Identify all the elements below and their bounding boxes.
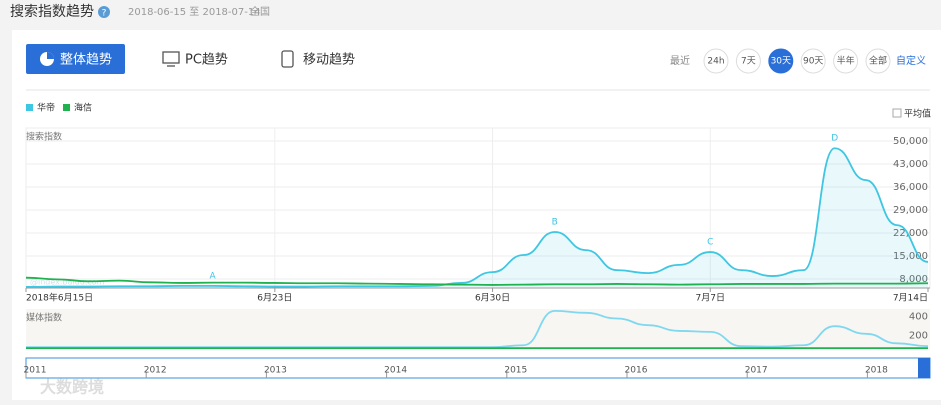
series-line bbox=[25, 276, 929, 286]
legend-label[interactable]: 华帝 bbox=[37, 102, 55, 114]
brand: 大数跨境 bbox=[40, 378, 104, 397]
help-mark: ? bbox=[102, 9, 107, 19]
custom-range[interactable]: 自定义 bbox=[896, 54, 926, 67]
range-button[interactable] bbox=[768, 48, 794, 74]
timeline-handle[interactable] bbox=[918, 358, 930, 378]
y-tick-label: 50,000 bbox=[893, 136, 928, 147]
tab[interactable]: 移动趋势 bbox=[303, 52, 355, 68]
help-icon[interactable] bbox=[98, 6, 110, 18]
pie-icon-slice bbox=[47, 52, 54, 59]
range-button[interactable] bbox=[833, 48, 859, 74]
y-tick-label: 15,000 bbox=[893, 251, 928, 262]
range-button-label[interactable]: 30天 bbox=[771, 57, 791, 67]
y-tick-label: 36,000 bbox=[893, 182, 928, 193]
y-axis-label: 搜索指数 bbox=[26, 131, 62, 143]
range-label: 最近 bbox=[670, 54, 690, 67]
x-tick-label: 7月7日 bbox=[696, 293, 725, 304]
tab[interactable]: 整体趋势 bbox=[60, 52, 112, 68]
pc-icon bbox=[162, 51, 180, 64]
annotation[interactable]: B bbox=[552, 218, 558, 228]
range-button[interactable] bbox=[703, 48, 729, 74]
range-button-label[interactable]: 24h bbox=[707, 57, 724, 67]
timeline-year: 2017 bbox=[745, 366, 768, 376]
range-button[interactable] bbox=[800, 48, 826, 74]
average-toggle[interactable]: 平均值 bbox=[904, 108, 931, 120]
series-line bbox=[25, 310, 929, 349]
y-axis-label: 媒体指数 bbox=[26, 312, 62, 324]
x-tick-label: 6月23日 bbox=[257, 293, 292, 304]
y-tick-label: 8,000 bbox=[899, 274, 928, 285]
range-button[interactable] bbox=[735, 48, 761, 74]
y-tick-label: 22,000 bbox=[893, 228, 928, 239]
annotation[interactable]: D bbox=[831, 134, 838, 144]
y-tick-label: 43,000 bbox=[893, 159, 928, 170]
timeline-year: 2016 bbox=[625, 366, 648, 376]
y-tick-label: 400 bbox=[909, 312, 928, 323]
watermark: @index.baidu.com bbox=[30, 278, 105, 287]
range-button[interactable] bbox=[865, 48, 891, 74]
timeline-year: 2012 bbox=[144, 366, 167, 376]
timeline-year: 2013 bbox=[264, 366, 287, 376]
x-tick-label: 2018年6月15日 bbox=[26, 292, 93, 304]
legend-label[interactable]: 海信 bbox=[74, 102, 92, 114]
timeline-year: 2014 bbox=[384, 366, 407, 376]
x-tick-label: 6月30日 bbox=[475, 293, 510, 304]
range-button-label[interactable]: 半年 bbox=[837, 55, 855, 67]
range-button-label[interactable]: 全部 bbox=[869, 55, 887, 67]
region: 全国 bbox=[250, 5, 270, 18]
legend-swatch[interactable] bbox=[63, 104, 70, 111]
y-tick-label: 200 bbox=[909, 331, 928, 342]
timeline-year: 2015 bbox=[504, 366, 527, 376]
x-tick-label: 7月14日 bbox=[893, 293, 928, 304]
checkbox[interactable] bbox=[892, 108, 902, 118]
media-panel bbox=[26, 309, 930, 350]
series-area bbox=[26, 148, 928, 288]
range-button-label[interactable]: 90天 bbox=[803, 57, 823, 67]
y-tick-label: 29,000 bbox=[893, 205, 928, 216]
mobile-icon bbox=[281, 50, 294, 68]
range-button-label[interactable]: 7天 bbox=[741, 57, 756, 67]
header-title: 搜索指数趋势 bbox=[10, 3, 94, 20]
annotation[interactable]: A bbox=[210, 271, 217, 281]
date-range: 2018-06-15 至 2018-07-14 bbox=[128, 6, 261, 18]
timeline-year: 2018 bbox=[865, 366, 888, 376]
tab-active[interactable] bbox=[26, 44, 125, 74]
tab[interactable]: PC趋势 bbox=[185, 52, 228, 68]
series-line bbox=[25, 147, 929, 288]
legend-swatch[interactable] bbox=[26, 104, 33, 111]
annotation[interactable]: C bbox=[707, 238, 713, 248]
timeline-year: 2011 bbox=[24, 366, 47, 376]
